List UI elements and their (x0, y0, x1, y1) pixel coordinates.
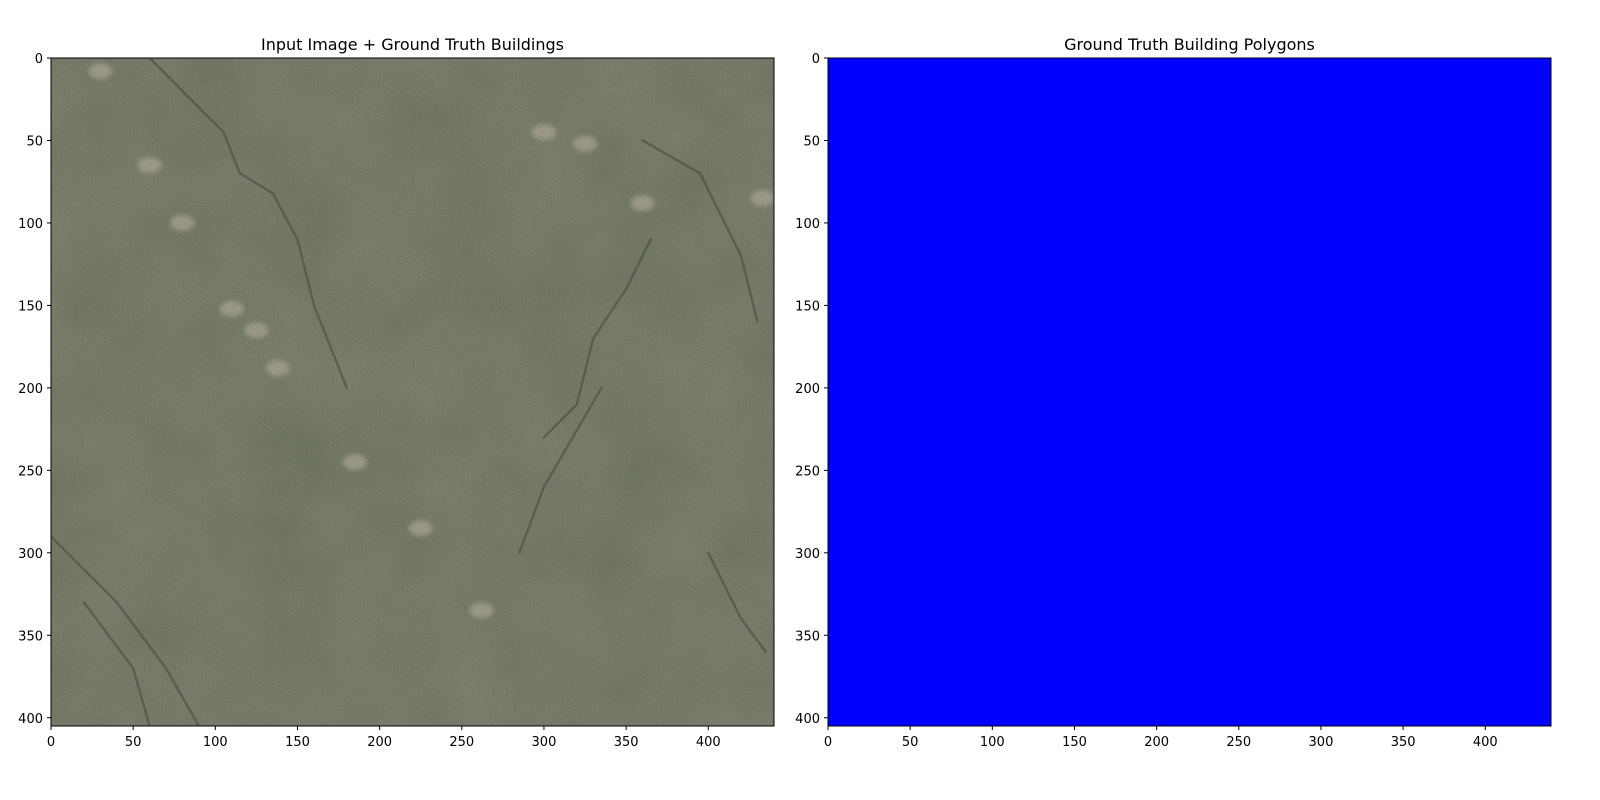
x-tick-label: 0 (47, 735, 55, 750)
x-tick-label: 300 (1309, 735, 1334, 750)
y-tick-label: 350 (795, 629, 820, 644)
left-x-ticks: 0 50 100 150 200 250 300 350 400 (47, 726, 721, 750)
y-tick-label: 50 (26, 134, 43, 149)
panel-input-image: Input Image + Ground Truth Buildings 0 50… (18, 35, 775, 750)
x-tick-label: 100 (203, 735, 228, 750)
y-tick-label: 50 (803, 134, 820, 149)
left-y-ticks: 0 50 100 150 200 250 300 350 400 (18, 52, 51, 727)
polygon-fill (828, 58, 1551, 726)
aerial-image (51, 58, 774, 726)
x-tick-label: 400 (696, 735, 721, 750)
x-tick-label: 0 (824, 735, 832, 750)
y-tick-label: 0 (35, 52, 43, 67)
y-tick-label: 200 (18, 382, 43, 397)
y-tick-label: 250 (18, 464, 43, 479)
right-axes-frame (827, 57, 1552, 727)
right-y-ticks: 0 50 100 150 200 250 300 350 400 (795, 52, 828, 727)
y-tick-label: 300 (795, 547, 820, 562)
y-tick-label: 150 (795, 299, 820, 314)
x-tick-label: 150 (1062, 735, 1087, 750)
x-tick-label: 200 (367, 735, 392, 750)
y-tick-label: 200 (795, 382, 820, 397)
x-tick-label: 200 (1144, 735, 1169, 750)
x-tick-label: 300 (532, 735, 557, 750)
y-tick-label: 100 (18, 217, 43, 232)
x-tick-label: 50 (125, 735, 142, 750)
y-tick-label: 400 (795, 712, 820, 727)
y-tick-label: 300 (18, 547, 43, 562)
right-panel-title: Ground Truth Building Polygons (1064, 35, 1315, 54)
x-tick-label: 350 (614, 735, 639, 750)
x-tick-label: 250 (1226, 735, 1251, 750)
y-tick-label: 0 (812, 52, 820, 67)
y-tick-label: 150 (18, 299, 43, 314)
right-x-ticks: 0 50 100 150 200 250 300 350 400 (824, 726, 1498, 750)
x-tick-label: 350 (1391, 735, 1416, 750)
x-tick-label: 100 (980, 735, 1005, 750)
aerial-image-grain (51, 58, 774, 726)
x-tick-label: 400 (1473, 735, 1498, 750)
x-tick-label: 150 (285, 735, 310, 750)
panel-ground-truth-polygons: Ground Truth Building Polygons 0 50 100 150… (795, 35, 1552, 750)
left-panel-title: Input Image + Ground Truth Buildings (261, 35, 564, 54)
y-tick-label: 100 (795, 217, 820, 232)
y-tick-label: 350 (18, 629, 43, 644)
left-axes-frame (50, 57, 775, 727)
y-tick-label: 250 (795, 464, 820, 479)
x-tick-label: 50 (902, 735, 919, 750)
x-tick-label: 250 (449, 735, 474, 750)
y-tick-label: 400 (18, 712, 43, 727)
